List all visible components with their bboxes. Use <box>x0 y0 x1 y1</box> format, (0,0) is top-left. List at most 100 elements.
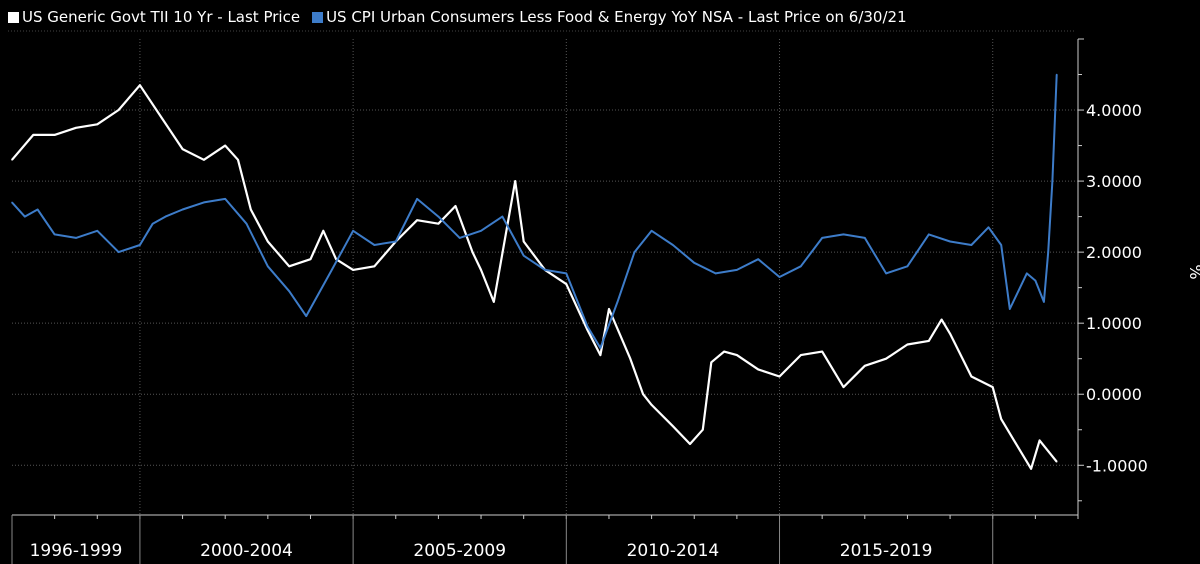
data-point <box>701 428 704 431</box>
data-point <box>501 215 504 218</box>
data-point <box>394 240 397 243</box>
data-point <box>139 244 141 246</box>
data-point <box>181 208 184 211</box>
data-point <box>650 230 653 232</box>
data-point <box>927 233 930 236</box>
data-point <box>437 215 440 218</box>
data-point <box>53 233 56 236</box>
data-point <box>203 201 205 204</box>
y-tick-label: 1.0000 <box>1086 314 1142 333</box>
data-point <box>1000 418 1003 420</box>
x-group-label: 2010-2014 <box>627 541 720 561</box>
data-point <box>181 148 184 150</box>
series-line-tips-10yr <box>11 84 1058 470</box>
data-point <box>842 386 845 388</box>
data-point <box>352 269 354 271</box>
data-point <box>331 269 333 271</box>
data-point <box>11 201 13 204</box>
data-point <box>991 386 994 388</box>
data-point <box>864 365 866 367</box>
data-point <box>970 244 973 246</box>
y-tick-label: 2.0000 <box>1086 243 1142 262</box>
data-point <box>203 158 205 161</box>
data-point <box>1047 251 1049 253</box>
y-tick-label: 4.0000 <box>1086 101 1142 120</box>
data-point <box>1043 301 1045 303</box>
data-point <box>75 127 77 129</box>
y-tick-label: 0.0000 <box>1086 385 1142 404</box>
legend: US Generic Govt TII 10 Yr - Last Price U… <box>8 8 907 26</box>
data-point <box>322 230 325 232</box>
data-point <box>224 144 226 147</box>
data-point <box>599 347 602 349</box>
series-line-core-cpi <box>11 74 1058 349</box>
data-point <box>885 357 887 360</box>
data-point <box>714 272 717 275</box>
data-point <box>1038 439 1041 442</box>
data-point <box>1026 272 1028 275</box>
x-group-label: 1996-1999 <box>30 541 123 561</box>
data-point <box>736 269 738 271</box>
series-lines <box>11 73 1058 470</box>
data-point <box>599 354 602 356</box>
data-point <box>1055 460 1058 463</box>
y-axis-label: % <box>1186 264 1200 279</box>
data-point <box>437 222 440 225</box>
y-tick-label: -1.0000 <box>1086 456 1148 475</box>
data-point <box>480 269 482 271</box>
data-point <box>36 208 39 211</box>
data-point <box>96 230 99 232</box>
data-point <box>245 222 248 225</box>
data-point <box>1034 279 1037 282</box>
data-point <box>416 198 418 200</box>
data-point <box>373 244 376 246</box>
x-group-label: 2000-2004 <box>200 541 293 561</box>
data-point <box>800 354 802 356</box>
data-point <box>249 208 252 211</box>
data-point <box>970 375 973 378</box>
legend-item-cpi: US CPI Urban Consumers Less Food & Energ… <box>312 8 907 26</box>
data-point <box>454 205 457 207</box>
data-point <box>906 343 909 346</box>
data-point <box>693 261 696 264</box>
data-point <box>940 318 943 321</box>
data-point <box>514 180 516 182</box>
data-point <box>23 215 26 218</box>
data-point <box>305 315 308 317</box>
data-point <box>650 404 653 406</box>
data-point <box>237 158 239 161</box>
legend-item-tips: US Generic Govt TII 10 Yr - Last Price <box>8 8 300 26</box>
axes: 4.0000 3.0000 2.0000 1.0000 0.0000 -1.0000 199… <box>11 38 1148 564</box>
data-point <box>458 237 461 239</box>
data-point <box>800 265 802 268</box>
data-point <box>117 251 120 253</box>
legend-swatch-tips <box>8 11 19 23</box>
data-point <box>586 325 589 328</box>
data-point <box>160 116 163 118</box>
data-point <box>1013 439 1015 442</box>
data-point <box>906 265 909 268</box>
data-point <box>1008 308 1011 310</box>
data-point <box>309 258 312 261</box>
data-point <box>96 123 99 126</box>
data-point <box>987 226 990 229</box>
data-point <box>642 393 644 396</box>
data-point <box>267 240 269 243</box>
y-tick-label: 3.0000 <box>1086 172 1142 191</box>
data-point <box>352 230 354 232</box>
data-point <box>53 134 56 136</box>
data-point <box>723 350 725 353</box>
data-point <box>710 361 713 364</box>
data-point <box>689 443 691 445</box>
data-point <box>139 84 141 86</box>
data-point <box>522 254 525 257</box>
data-point <box>151 222 154 225</box>
data-point <box>633 251 636 253</box>
data-point <box>757 368 759 371</box>
legend-label-cpi: US CPI Urban Consumers Less Food & Energ… <box>326 8 907 26</box>
data-point <box>11 158 13 161</box>
legend-label-tips: US Generic Govt TII 10 Yr - Last Price <box>22 8 301 26</box>
data-point <box>1030 468 1032 470</box>
legend-swatch-cpi <box>312 11 324 23</box>
